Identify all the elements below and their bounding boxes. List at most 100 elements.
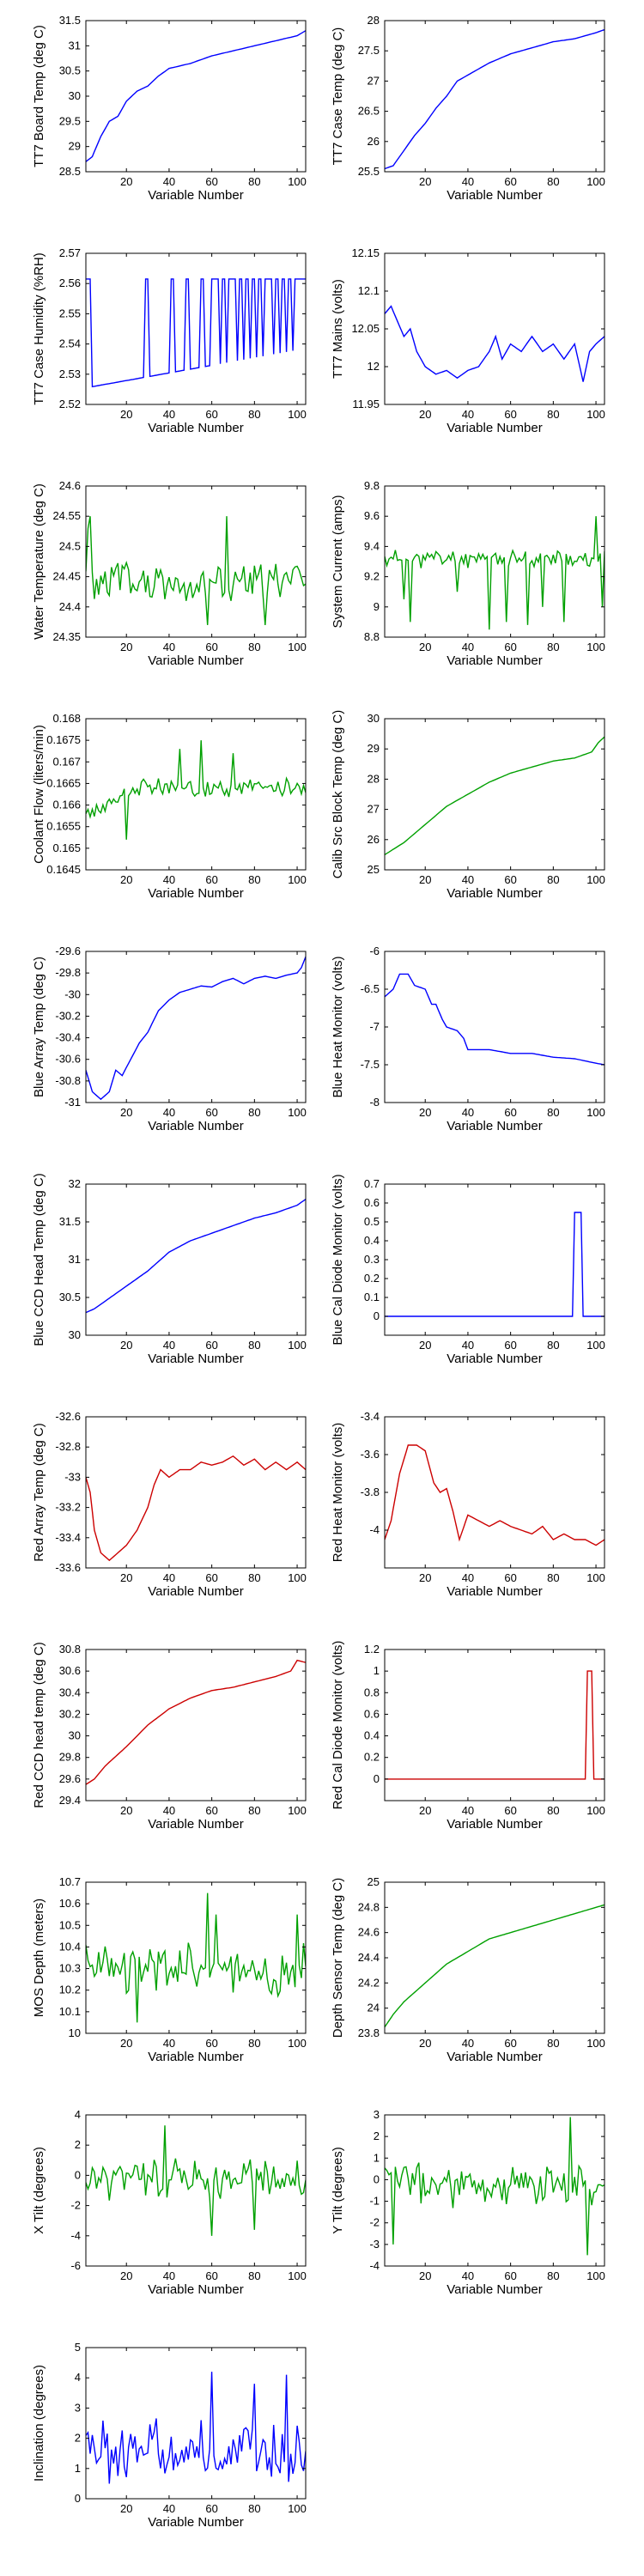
series-line (385, 736, 605, 855)
x-tick-label: 40 (462, 1571, 474, 1584)
y-tick-label: 0.3 (364, 1253, 380, 1266)
y-tick-label: 25 (368, 1875, 380, 1888)
series-line (385, 2117, 605, 2256)
chart-panel: 20 40 60 80 100 28.5 29 29.5 30 30.5 31 31.5 Variabl… (32, 14, 307, 203)
x-tick-label: 80 (248, 2269, 260, 2282)
y-tick-label: 2.57 (59, 246, 81, 259)
y-tick-label: 3 (75, 2401, 81, 2414)
x-axis-label: Variable Number (148, 1352, 243, 1366)
y-tick-label: 30.5 (59, 1291, 81, 1303)
y-tick-label: 24.4 (358, 1951, 380, 1964)
x-tick-label: 60 (205, 408, 217, 421)
y-tick-label: 0.2 (364, 1272, 380, 1285)
x-tick-label: 40 (163, 1339, 175, 1352)
x-tick-label: 20 (419, 1106, 431, 1119)
x-tick-label: 40 (462, 408, 474, 421)
y-tick-label: 31.5 (59, 1215, 81, 1228)
x-tick-label: 40 (462, 873, 474, 886)
series-line (86, 278, 306, 388)
y-tick-label: 0.168 (52, 712, 81, 725)
y-tick-label: 31 (69, 1253, 81, 1266)
y-axis-label: Y Tilt (degrees) (331, 2147, 345, 2233)
x-tick-label: 80 (547, 1339, 559, 1352)
x-tick-label: 40 (462, 1804, 474, 1817)
y-tick-label: -30.4 (55, 1031, 81, 1044)
x-tick-label: 20 (419, 1339, 431, 1352)
x-tick-label: 80 (547, 641, 559, 653)
y-tick-label: 1.2 (364, 1643, 380, 1656)
x-tick-label: 40 (462, 2269, 474, 2282)
series-line (86, 30, 306, 162)
y-tick-label: 0.1 (364, 1291, 380, 1303)
x-tick-label: 80 (248, 1106, 260, 1119)
y-tick-label: -6.5 (361, 982, 380, 995)
x-tick-label: 60 (205, 1106, 217, 1119)
x-tick-label: 100 (288, 2269, 307, 2282)
y-tick-label: 30 (69, 89, 81, 102)
y-tick-label: 23.8 (358, 2026, 380, 2039)
x-tick-label: 80 (547, 2037, 559, 2050)
y-tick-label: 0.1665 (46, 776, 81, 789)
x-tick-label: 60 (504, 1106, 516, 1119)
x-tick-label: 60 (205, 2037, 217, 2050)
x-tick-label: 80 (248, 873, 260, 886)
y-tick-label: 29 (368, 742, 380, 755)
x-tick-label: 60 (205, 2269, 217, 2282)
x-tick-label: 20 (120, 1571, 132, 1584)
x-tick-label: 80 (248, 641, 260, 653)
x-tick-label: 40 (163, 873, 175, 886)
y-tick-label: -30 (64, 987, 81, 1000)
y-tick-label: 11.95 (352, 398, 380, 410)
y-axis-label: TT7 Case Humidity (%RH) (32, 252, 46, 405)
x-tick-label: 80 (248, 1339, 260, 1352)
axes-frame (85, 2114, 307, 2267)
x-tick-label: 60 (205, 175, 217, 188)
x-tick-label: 20 (419, 873, 431, 886)
x-tick-label: 40 (163, 2502, 175, 2515)
x-tick-label: 40 (462, 175, 474, 188)
x-tick-label: 60 (504, 408, 516, 421)
x-tick-label: 100 (288, 175, 307, 188)
y-tick-label: 5 (75, 2341, 81, 2354)
x-tick-label: 40 (462, 2037, 474, 2050)
axes-frame (85, 718, 307, 871)
series-line (385, 516, 605, 630)
y-tick-label: 26 (368, 135, 380, 148)
axes-frame (85, 2347, 307, 2500)
y-tick-label: 10.4 (59, 1940, 81, 1953)
chart-panel: 20 40 60 80 100 0 1 2 3 4 5 Variable Number Inclinat… (32, 2341, 307, 2530)
x-tick-label: 100 (288, 2037, 307, 2050)
y-tick-label: -29.6 (55, 945, 81, 957)
x-tick-label: 100 (586, 2269, 605, 2282)
y-axis-label: Red CCD head temp (deg C) (32, 1642, 46, 1807)
y-tick-label: 9.6 (364, 509, 380, 522)
x-axis-label: Variable Number (447, 1584, 542, 1599)
y-axis-label: TT7 Board Temp (deg C) (32, 25, 46, 167)
x-tick-label: 60 (504, 1804, 516, 1817)
y-tick-label: -30.8 (55, 1074, 81, 1087)
y-tick-label: 0 (75, 2168, 81, 2181)
y-tick-label: 9.4 (364, 539, 380, 552)
y-tick-label: 1 (75, 2462, 81, 2475)
x-axis-label: Variable Number (447, 653, 542, 668)
y-tick-label: -29.8 (55, 966, 81, 979)
y-tick-label: 9.2 (364, 570, 380, 583)
y-tick-label: 29 (69, 140, 81, 153)
axes-frame (85, 252, 307, 405)
series-line (385, 1212, 605, 1317)
y-tick-label: 0.1645 (46, 863, 81, 876)
y-tick-label: 0.8 (364, 1686, 380, 1698)
chart-panel: 20 40 60 80 100 0 0.2 0.4 0.6 0.8 1 1.2 Variable Num… (331, 1641, 605, 1832)
y-tick-label: 29.4 (59, 1794, 81, 1807)
x-axis-label: Variable Number (447, 886, 542, 901)
y-tick-label: 30 (368, 712, 380, 725)
y-axis-label: Blue CCD Head Temp (deg C) (32, 1173, 46, 1346)
y-axis-label: System Current (amps) (331, 495, 345, 628)
x-tick-label: 40 (163, 1571, 175, 1584)
y-tick-label: 0.7 (364, 1177, 380, 1190)
x-axis-label: Variable Number (447, 2282, 542, 2297)
y-tick-label: 0.167 (52, 755, 81, 768)
y-tick-label: 0 (374, 1772, 380, 1785)
y-tick-label: 24.6 (59, 479, 81, 492)
x-tick-label: 20 (419, 408, 431, 421)
